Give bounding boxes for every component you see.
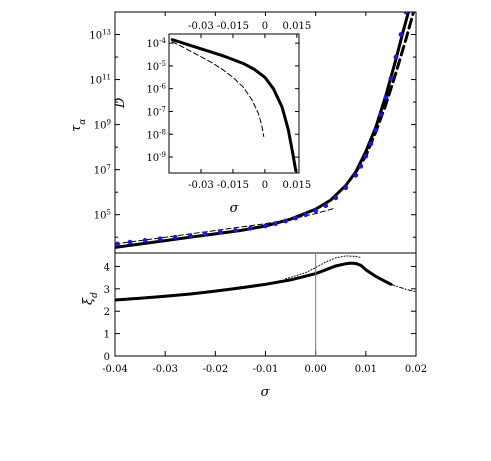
inset-y-tick-label: 10-8 (146, 128, 166, 141)
upper-blue-data-point (303, 212, 309, 218)
upper-blue-data-point (263, 223, 268, 229)
upper-blue-data-point (293, 215, 298, 221)
lower-series-layer (115, 255, 416, 302)
upper-blue-data-point (368, 141, 374, 147)
upper-blue-data-point (202, 231, 208, 237)
upper-blue-data-point (388, 76, 394, 81)
upper-blue-data-point (343, 185, 349, 191)
lower-x-tick-label: -0.03 (152, 364, 178, 375)
lower-y-tick-label: 4 (104, 262, 110, 273)
upper-blue-data-point (233, 228, 238, 233)
lower-series-line-solid-thick-black (115, 261, 393, 302)
upper-series-line-dashed-thick-black (354, 12, 415, 174)
upper-y-tick-label: 107 (94, 164, 111, 177)
upper-y-tick-label: 109 (94, 119, 111, 132)
upper-blue-data-point (273, 221, 278, 227)
upper-blue-data-point (127, 239, 133, 245)
upper-blue-data-point (217, 229, 223, 235)
upper-blue-data-point (142, 237, 148, 243)
upper-blue-data-point (363, 153, 369, 159)
inset-series-line-solid-thick-black (170, 38, 298, 173)
lower-series-line-dotted-thin-black (285, 255, 362, 280)
upper-y-tick-label: 1013 (89, 29, 111, 42)
upper-blue-data-point (358, 163, 364, 169)
upper-blue-data-point (323, 203, 329, 209)
lower-x-tick-label: -0.04 (102, 364, 128, 375)
inset-x-tick-label-top: -0.03 (188, 21, 214, 32)
upper-blue-data-point (393, 54, 399, 60)
lower-y-tick-label: 1 (104, 330, 110, 341)
lower-y-tick-label: 3 (104, 285, 110, 296)
upper-blue-data-point (115, 241, 120, 247)
inset-x-tick-label-bottom: 0.015 (283, 180, 312, 191)
upper-blue-data-point (403, 12, 409, 15)
upper-blue-data-point (248, 225, 253, 231)
upper-blue-data-point (313, 208, 319, 214)
inset-x-tick-label-bottom: 0 (262, 180, 268, 191)
lower-x-axis-label: σ (261, 385, 271, 400)
inset-y-axis-label: D (113, 97, 128, 109)
upper-y-tick-label: 1011 (89, 74, 111, 87)
inset-panel-frame (168, 33, 300, 174)
upper-blue-data-point (333, 195, 339, 201)
inset-x-tick-label-bottom: -0.03 (188, 180, 214, 191)
upper-y-tick-label: 105 (94, 209, 111, 222)
inset-y-tick-label: 10-9 (146, 151, 166, 164)
upper-blue-data-point (378, 112, 384, 117)
upper-blue-data-point (353, 172, 359, 178)
lower-y-tick-label: 0 (104, 352, 110, 363)
upper-blue-data-point (157, 236, 163, 242)
lower-y-tick-label: 2 (104, 307, 110, 318)
upper-y-axis-label: τα (69, 119, 88, 132)
lower-panel-frame (114, 252, 417, 357)
lower-x-tick-label: 0.02 (405, 364, 427, 375)
inset-x-tick-label-top: 0 (262, 21, 268, 32)
upper-y-axis: 105 107 109 1011 1013 (89, 11, 417, 238)
upper-blue-data-point (373, 127, 379, 133)
upper-blue-data-point (187, 233, 193, 239)
upper-blue-data-point (398, 32, 404, 37)
inset-series-line-dashed-thin-black (171, 41, 265, 137)
lower-x-tick-label: -0.02 (203, 364, 229, 375)
inset-x-axis-label: σ (230, 201, 240, 216)
inset-y-tick-label: 10-5 (146, 60, 166, 73)
lower-x-tick-label: 0.01 (355, 364, 377, 375)
inset-panel: 10-410-510-610-710-810-9-0.03-0.03-0.015… (113, 21, 311, 216)
upper-blue-data-point (383, 95, 389, 100)
inset-axes: 10-410-510-610-710-810-9-0.03-0.03-0.015… (146, 21, 311, 191)
inset-series-layer (170, 38, 298, 173)
upper-series-line-dashed-thin-black (115, 207, 337, 245)
upper-series-layer (115, 12, 415, 249)
inset-y-tick-label: 10-7 (146, 105, 166, 118)
inset-y-tick-label: 10-4 (146, 37, 166, 50)
lower-panel: 0 1 2 3 4 -0.04 -0.03 -0.02 -0.01 0.00 0.01 0.02 ξd… (81, 252, 427, 400)
inset-x-tick-label-top: -0.015 (217, 21, 249, 32)
inset-y-tick-label: 10-6 (146, 83, 166, 96)
inset-x-tick-label-bottom: -0.015 (217, 180, 249, 191)
upper-blue-data-point (172, 234, 178, 240)
lower-series-line-dashdot-thin-black (390, 283, 416, 293)
inset-x-tick-label-top: 0.015 (283, 21, 312, 32)
lower-y-axis-label: ξd (81, 292, 100, 305)
lower-x-tick-label: -0.01 (253, 364, 279, 375)
lower-axes: 0 1 2 3 4 -0.04 -0.03 -0.02 -0.01 0.00 0.01 0.02 (102, 253, 427, 375)
upper-series-line-solid-thick-black (115, 12, 410, 249)
lower-x-tick-label: 0.00 (305, 364, 327, 375)
upper-panel: 105 107 109 1011 1013 τα (69, 11, 417, 254)
upper-blue-data-point (283, 218, 288, 224)
